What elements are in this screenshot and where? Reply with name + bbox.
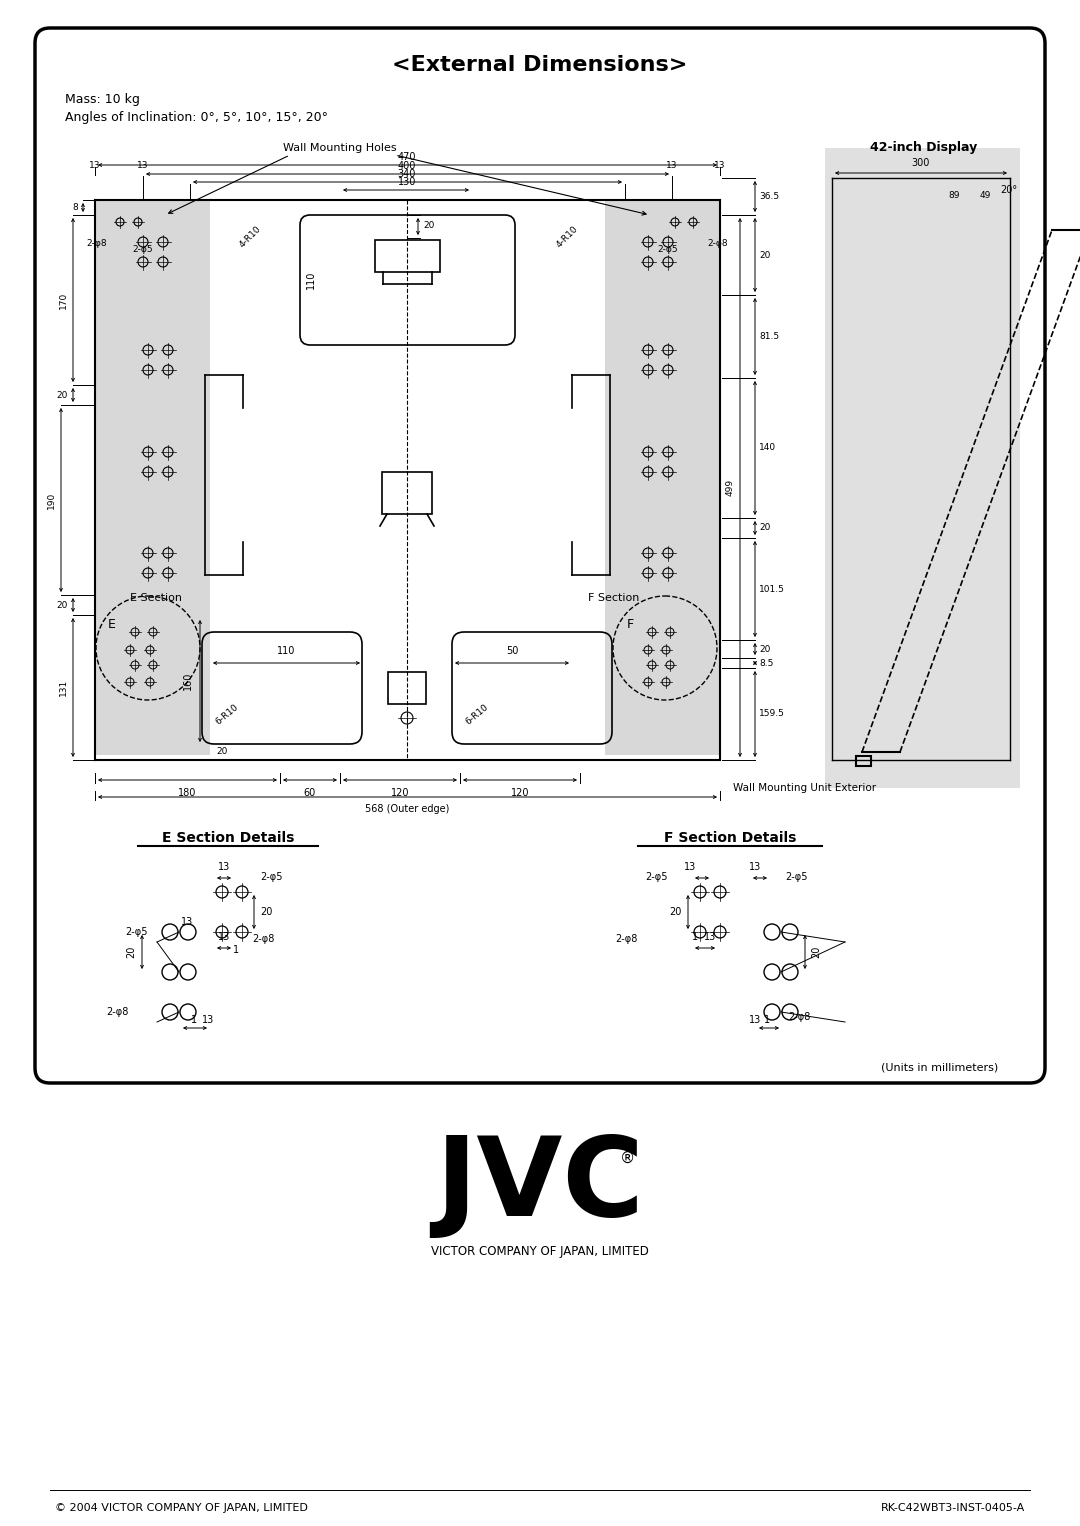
Text: 2-φ8: 2-φ8 — [252, 934, 274, 945]
Text: E: E — [108, 618, 116, 630]
Text: 20: 20 — [56, 601, 68, 609]
Text: 13: 13 — [218, 862, 230, 871]
Bar — [375, 240, 440, 272]
Text: 6-R10: 6-R10 — [464, 702, 490, 726]
Text: 20: 20 — [126, 946, 136, 958]
Text: 130: 130 — [397, 177, 416, 188]
Text: 170: 170 — [59, 291, 68, 308]
Text: 159.5: 159.5 — [759, 710, 785, 719]
Text: 13: 13 — [704, 932, 716, 942]
Text: 140: 140 — [759, 444, 777, 453]
Text: 20°: 20° — [1000, 185, 1017, 195]
Text: 8: 8 — [72, 203, 78, 212]
Text: 13: 13 — [90, 162, 100, 169]
Text: 20: 20 — [216, 748, 228, 755]
Text: F Section Details: F Section Details — [664, 832, 796, 845]
Bar — [605, 200, 720, 755]
Text: 2-φ8: 2-φ8 — [615, 934, 637, 945]
Text: 568 (Outer edge): 568 (Outer edge) — [365, 804, 449, 813]
Text: 300: 300 — [912, 159, 930, 168]
Text: 2-φ8: 2-φ8 — [86, 238, 107, 247]
Text: 13: 13 — [748, 862, 761, 871]
Text: 20: 20 — [759, 644, 770, 653]
Text: 13: 13 — [684, 862, 697, 871]
Bar — [856, 755, 870, 766]
Text: 4-R10: 4-R10 — [238, 224, 264, 250]
Text: 20: 20 — [56, 391, 68, 400]
Text: 20: 20 — [670, 906, 681, 917]
Text: VICTOR COMPANY OF JAPAN, LIMITED: VICTOR COMPANY OF JAPAN, LIMITED — [431, 1245, 649, 1259]
Text: 2-φ5: 2-φ5 — [645, 871, 667, 882]
Text: 190: 190 — [48, 491, 56, 508]
Text: 2-φ5: 2-φ5 — [260, 871, 283, 882]
Text: 13: 13 — [666, 162, 678, 169]
Text: 49: 49 — [980, 191, 991, 200]
Text: 110: 110 — [276, 645, 295, 656]
Text: E Section Details: E Section Details — [162, 832, 294, 845]
Text: E Section: E Section — [130, 594, 183, 603]
Text: 110: 110 — [306, 270, 316, 290]
Text: 180: 180 — [178, 787, 197, 798]
Text: F: F — [626, 618, 634, 630]
Text: 2-φ5: 2-φ5 — [658, 246, 678, 255]
Text: © 2004 VICTOR COMPANY OF JAPAN, LIMITED: © 2004 VICTOR COMPANY OF JAPAN, LIMITED — [55, 1503, 308, 1512]
Bar — [382, 472, 432, 514]
Text: 1: 1 — [191, 1015, 197, 1025]
Text: 101.5: 101.5 — [759, 584, 785, 594]
Text: 13: 13 — [748, 1015, 761, 1025]
Text: 499: 499 — [726, 479, 735, 496]
Text: 13: 13 — [218, 932, 230, 942]
Text: JVC: JVC — [435, 1131, 645, 1239]
Text: 50: 50 — [505, 645, 518, 656]
Text: 120: 120 — [391, 787, 409, 798]
Text: Mass: 10 kg: Mass: 10 kg — [65, 93, 140, 107]
Text: 13: 13 — [180, 917, 193, 926]
Text: F Section: F Section — [588, 594, 639, 603]
Text: 20: 20 — [759, 523, 770, 533]
Text: 1: 1 — [233, 945, 239, 955]
Text: 8.5: 8.5 — [759, 659, 773, 667]
Text: 2-φ5: 2-φ5 — [133, 246, 153, 255]
Text: 20: 20 — [260, 906, 272, 917]
Text: 2-φ5: 2-φ5 — [125, 926, 148, 937]
Bar — [95, 200, 210, 755]
Text: 2-φ8: 2-φ8 — [707, 238, 728, 247]
Text: 131: 131 — [59, 679, 68, 696]
Text: 340: 340 — [397, 169, 416, 179]
Text: 13: 13 — [202, 1015, 214, 1025]
Text: 400: 400 — [397, 162, 416, 171]
Text: 4-R10: 4-R10 — [555, 224, 580, 250]
Text: 1: 1 — [692, 932, 698, 942]
Text: ®: ® — [619, 1151, 635, 1166]
Text: Wall Mounting Unit Exterior: Wall Mounting Unit Exterior — [733, 783, 876, 794]
Text: 13: 13 — [714, 162, 726, 169]
Text: 6-R10: 6-R10 — [214, 702, 240, 726]
Text: 81.5: 81.5 — [759, 333, 779, 340]
Text: 2-φ5: 2-φ5 — [785, 871, 808, 882]
Text: 20: 20 — [423, 221, 434, 230]
Text: <External Dimensions>: <External Dimensions> — [392, 55, 688, 75]
Text: (Units in millimeters): (Units in millimeters) — [881, 1064, 999, 1073]
Text: 2-φ8: 2-φ8 — [788, 1012, 810, 1022]
Text: Wall Mounting Holes: Wall Mounting Holes — [283, 143, 396, 153]
Text: 89: 89 — [948, 191, 959, 200]
Text: RK-C42WBT3-INST-0405-A: RK-C42WBT3-INST-0405-A — [881, 1503, 1025, 1512]
Text: 13: 13 — [137, 162, 149, 169]
Text: 160: 160 — [183, 671, 193, 690]
Bar — [825, 148, 1020, 787]
Text: 20: 20 — [811, 946, 821, 958]
Text: 20: 20 — [759, 250, 770, 259]
Bar — [388, 671, 426, 703]
Text: 36.5: 36.5 — [759, 192, 779, 201]
Text: Angles of Inclination: 0°, 5°, 10°, 15°, 20°: Angles of Inclination: 0°, 5°, 10°, 15°,… — [65, 111, 328, 125]
Text: 60: 60 — [303, 787, 316, 798]
Text: 470: 470 — [397, 153, 416, 162]
Text: 2-φ8: 2-φ8 — [106, 1007, 129, 1016]
Text: 120: 120 — [511, 787, 529, 798]
Text: 42-inch Display: 42-inch Display — [870, 142, 977, 154]
Text: 1: 1 — [764, 1015, 770, 1025]
